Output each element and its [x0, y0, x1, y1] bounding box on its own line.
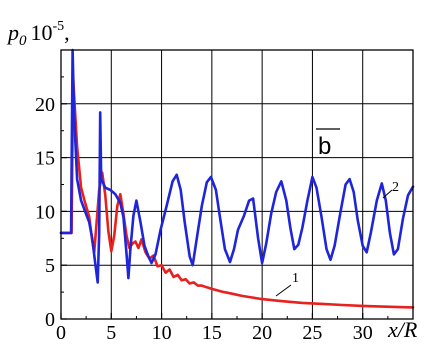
grid [61, 50, 413, 319]
y-tick-label: 0 [45, 309, 55, 331]
series-2-line [59, 48, 415, 284]
x-tick-label: 15 [202, 322, 222, 344]
x-tick-label: 20 [252, 322, 272, 344]
y-tick-label: 10 [35, 201, 55, 223]
x-axis-label: x/R [387, 317, 418, 342]
curve-2-label: 2 [392, 180, 399, 195]
x-tick-label: 0 [56, 322, 66, 344]
curve-2-label-leader [382, 189, 393, 199]
x-tick-label: 5 [106, 322, 116, 344]
y-label-subscript: 0 [19, 33, 27, 49]
y-tick-label: 15 [35, 148, 55, 170]
curve-1-label-leader [275, 284, 292, 297]
x-tick-label: 30 [353, 322, 373, 344]
y-label-factor: 10 [31, 20, 53, 45]
axis-tick-labels: 0 5 10 15 20 25 30 0 5 10 15 20 [35, 94, 373, 344]
series-layer [59, 48, 415, 309]
y-tick-label: 20 [35, 94, 55, 116]
panel-label: b [318, 133, 331, 160]
y-label-trail: , [64, 20, 70, 45]
x-tick-label: 25 [302, 322, 322, 344]
y-label-main: p [6, 20, 19, 45]
axis-ticks [60, 76, 389, 320]
plot-frame [60, 49, 414, 320]
y-tick-label: 5 [45, 255, 55, 277]
y-label-exponent: -5 [53, 19, 65, 34]
curve-1-label: 1 [292, 271, 299, 286]
x-tick-label: 10 [152, 322, 172, 344]
panel-label-box [316, 127, 344, 157]
y-axis-label: p0 10-5, [6, 19, 70, 49]
